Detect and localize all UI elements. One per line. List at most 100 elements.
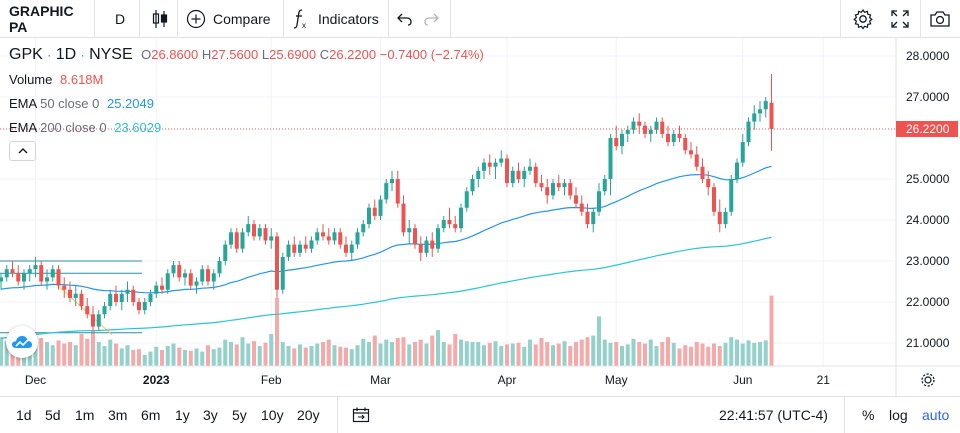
interval-button[interactable]: D bbox=[102, 0, 138, 38]
change-value: −0.7400 (−2.74%) bbox=[379, 47, 484, 62]
range-button-10y[interactable]: 10y bbox=[261, 407, 284, 423]
volume-bar bbox=[413, 342, 417, 366]
candle-body bbox=[131, 289, 136, 302]
volume-bar bbox=[758, 342, 762, 366]
candle-body bbox=[50, 269, 55, 278]
axis-settings-icon-ring bbox=[921, 373, 935, 387]
low-label: L bbox=[261, 47, 270, 62]
compare-button[interactable]: Compare bbox=[186, 0, 281, 38]
volume-bar bbox=[257, 346, 262, 366]
ema200-value: 23.6029 bbox=[114, 120, 162, 135]
candle-body bbox=[194, 281, 199, 286]
chevron-up-icon bbox=[18, 148, 27, 154]
collapse-legend-button[interactable] bbox=[9, 141, 36, 161]
candle-body bbox=[671, 133, 676, 143]
symbol-search-button[interactable]: GRAPHIC PA bbox=[9, 0, 93, 38]
volume-legend[interactable]: Volume 8.618M bbox=[9, 72, 103, 87]
volume-bar bbox=[683, 345, 688, 366]
volume-bar bbox=[91, 330, 95, 366]
range-button-3y[interactable]: 3y bbox=[203, 407, 218, 423]
indicators-label: Indicators bbox=[318, 11, 379, 27]
candle-body bbox=[631, 121, 636, 130]
volume-bar bbox=[85, 338, 90, 366]
candle-body bbox=[45, 277, 49, 282]
candle-body bbox=[200, 269, 205, 282]
log-label: log bbox=[889, 407, 908, 423]
interval-label: D bbox=[114, 11, 126, 27]
range-button-1y[interactable]: 1y bbox=[175, 407, 190, 423]
time-tick-label: 2023 bbox=[143, 373, 170, 387]
ema50-legend[interactable]: EMA 50 close 0 25.2049 bbox=[9, 96, 154, 111]
broker-logo[interactable] bbox=[6, 326, 38, 358]
clock-readout[interactable]: 22:41:57 (UTC-4) bbox=[719, 397, 828, 433]
candle-body bbox=[510, 170, 515, 184]
volume-bar bbox=[643, 343, 647, 366]
top-toolbar: GRAPHIC PA D Compare x Indicators bbox=[0, 0, 960, 38]
toolbar-divider bbox=[388, 0, 389, 38]
volume-bar bbox=[510, 343, 515, 366]
undo-button[interactable] bbox=[395, 0, 415, 38]
time-tick-label: 21 bbox=[817, 373, 831, 387]
volume-bar bbox=[729, 337, 734, 366]
goto-date-button[interactable] bbox=[352, 397, 372, 433]
volume-value: 8.618M bbox=[60, 72, 104, 87]
fullscreen-button[interactable] bbox=[891, 0, 913, 38]
redo-button[interactable] bbox=[423, 0, 443, 38]
settings-button[interactable] bbox=[852, 0, 876, 38]
range-button-5y[interactable]: 5y bbox=[232, 407, 247, 423]
volume-bar bbox=[407, 344, 412, 366]
candle-body bbox=[137, 302, 141, 311]
volume-bar bbox=[177, 347, 182, 366]
volume-bar bbox=[125, 345, 130, 366]
candle-body bbox=[315, 232, 320, 241]
volume-bar bbox=[154, 346, 159, 366]
percent-scale-button[interactable]: % bbox=[862, 397, 874, 433]
range-button-1d[interactable]: 1d bbox=[16, 407, 32, 423]
volume-bars bbox=[0, 295, 774, 366]
volume-bar bbox=[194, 348, 199, 366]
candle-body bbox=[746, 121, 751, 143]
candle-body bbox=[712, 187, 716, 212]
candle-body bbox=[148, 293, 153, 302]
volume-bar bbox=[200, 351, 205, 366]
indicators-button[interactable]: x Indicators bbox=[292, 0, 388, 38]
candle-body bbox=[367, 207, 371, 225]
ema200-params: 200 close 0 bbox=[40, 120, 107, 135]
volume-bar bbox=[223, 339, 228, 366]
volume-bar bbox=[326, 339, 331, 366]
low-value: 25.6900 bbox=[269, 47, 317, 62]
candle-body bbox=[384, 183, 389, 200]
volume-bar bbox=[137, 349, 141, 366]
volume-bar bbox=[464, 341, 469, 366]
chart-style-button[interactable] bbox=[145, 0, 175, 38]
open-label: O bbox=[141, 47, 152, 62]
time-tick-label: May bbox=[605, 373, 628, 387]
range-button-6m[interactable]: 6m bbox=[141, 407, 161, 423]
chart-pane[interactable]: 28.0000 27.0000 25.0000 24.0000 23.0000 22.00… bbox=[0, 38, 960, 396]
candle-body bbox=[252, 224, 256, 237]
candle-body bbox=[574, 195, 578, 204]
volume-bar bbox=[355, 345, 360, 366]
grid-lines bbox=[0, 38, 896, 366]
volume-bar bbox=[160, 350, 164, 366]
range-button-5d[interactable]: 5d bbox=[45, 407, 61, 423]
ema200-legend[interactable]: EMA 200 close 0 23.6029 bbox=[9, 120, 161, 135]
volume-bar bbox=[108, 339, 113, 366]
volume-bar bbox=[418, 339, 423, 366]
volume-bar bbox=[499, 346, 504, 366]
range-button-20y[interactable]: 20y bbox=[297, 407, 320, 423]
candle-body bbox=[493, 162, 498, 167]
candle-body bbox=[528, 166, 532, 171]
time-tick-label: Mar bbox=[370, 373, 391, 387]
snapshot-button[interactable] bbox=[929, 0, 953, 38]
candle-body bbox=[424, 240, 429, 253]
auto-scale-button[interactable]: auto bbox=[922, 397, 949, 433]
range-button-3m[interactable]: 3m bbox=[108, 407, 128, 423]
volume-bar bbox=[332, 345, 337, 366]
range-button-1m[interactable]: 1m bbox=[75, 407, 95, 423]
open-value: 26.8600 bbox=[151, 47, 199, 62]
price-chart[interactable]: 28.0000 27.0000 25.0000 24.0000 23.0000 22.00… bbox=[0, 38, 960, 396]
log-scale-button[interactable]: log bbox=[889, 397, 908, 433]
volume-bar bbox=[263, 342, 268, 366]
volume-bar bbox=[459, 339, 463, 366]
